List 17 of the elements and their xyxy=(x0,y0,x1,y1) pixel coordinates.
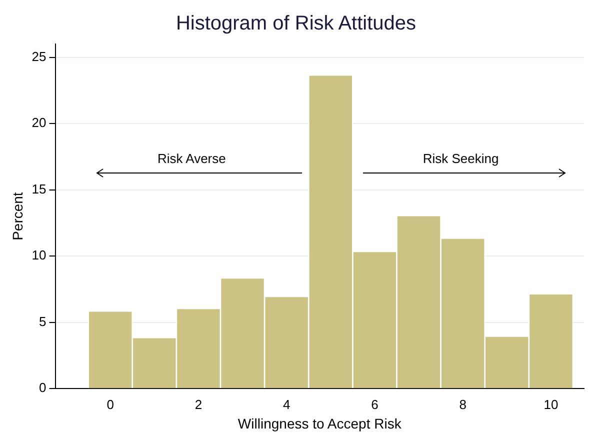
y-tick-label: 10 xyxy=(32,248,46,263)
x-tick-label: 10 xyxy=(544,396,558,412)
x-axis-title: Willingness to Accept Risk xyxy=(238,415,402,432)
y-tick-label: 0 xyxy=(39,380,46,396)
chart-title: Histogram of Risk Attitudes xyxy=(176,12,416,35)
y-axis-title: Percent xyxy=(9,192,26,240)
y-tick-label: 25 xyxy=(32,48,46,64)
x-tick-label: 8 xyxy=(459,396,466,412)
x-tick-label: 2 xyxy=(194,396,202,412)
y-tick-label: 20 xyxy=(32,115,46,130)
y-tick-label: 5 xyxy=(39,314,46,329)
annotation: Risk Averse xyxy=(157,151,226,166)
x-tick-label: 4 xyxy=(282,396,290,412)
y-tick-label: 15 xyxy=(32,181,46,196)
annotation: Risk Seeking xyxy=(422,151,499,166)
x-tick-label: 6 xyxy=(371,396,378,412)
x-tick-label: 0 xyxy=(106,396,114,412)
